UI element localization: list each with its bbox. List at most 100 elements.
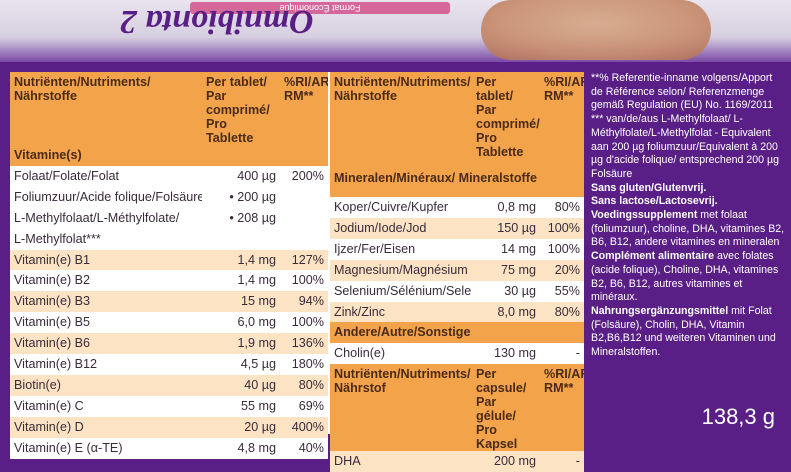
ri-percent: 80%	[540, 197, 584, 218]
ri-percent: 80%	[280, 374, 328, 396]
nutrient-name: Folaat/Folate/Folat	[10, 165, 202, 187]
amount: 130 mg	[472, 343, 540, 365]
nutrient-name: Selenium/Sélénium/Selen	[330, 280, 472, 302]
product-photo	[481, 0, 711, 60]
table-row: Vitamin(e) C 55 mg 69%	[10, 395, 328, 417]
description-nl: Voedingssupplement met folaat (foliumzuu…	[591, 209, 785, 249]
table-vitamins: Nutriënten/Nutriments/ Nährstoffe Per ta…	[10, 72, 328, 459]
ri-percent: 20%	[540, 259, 584, 281]
amount: 75 mg	[472, 259, 540, 281]
section-vitamins: Vitamine(s)	[10, 145, 328, 166]
nutrient-name: Vitamin(e) B12	[10, 354, 202, 375]
table-row: DHA 200 mg -	[330, 451, 584, 472]
nutrient-name: Biotin(e)	[10, 374, 202, 396]
nutrient-name: Jodium/Iode/Jod	[330, 217, 472, 239]
ri-note: **% Referentie-inname volgens/Apport de …	[591, 72, 774, 112]
ri-percent: 100%	[280, 270, 328, 292]
table-row: Vitamin(e) B12 4,5 µg 180%	[10, 354, 328, 375]
section-minerals: Mineralen/Minéraux/ Mineralstoffe	[330, 159, 584, 197]
lactose-free: Sans lactose/Lactosevrij.	[591, 195, 718, 208]
table-row: Koper/Cuivre/Kupfer 0,8 mg 80%	[330, 197, 584, 218]
table-row: Zink/Zinc 8,0 mg 80%	[330, 301, 584, 323]
nutrient-name: DHA	[330, 451, 472, 472]
amount: 15 mg	[202, 291, 280, 313]
table-row: L-Methylfolaat/L-Méthylfolate/• 208 µg	[10, 207, 328, 229]
box-top-strip: Format Économique Omnibionta 2	[0, 0, 791, 62]
amount: 40 µg	[202, 374, 280, 396]
table-row: Foliumzuur/Acide folique/Folsäure • 200 µ…	[10, 186, 328, 208]
amount: • 208 µg	[202, 207, 280, 229]
net-weight: 138,3 g	[701, 404, 775, 429]
col-per-tablet: Per tablet/ Par comprimé/ Pro Tablette	[472, 72, 540, 159]
col-nutrients: Nutriënten/Nutriments/ Nährstof	[330, 364, 472, 452]
table-row: Vitamin(e) B3 15 mg 94%	[10, 291, 328, 313]
table-row: Vitamin(e) D 20 µg 400%	[10, 416, 328, 438]
nutrient-name: Zink/Zinc	[330, 301, 472, 323]
capsule-header: Nutriënten/Nutriments/ Nährstof Per capsu…	[330, 364, 584, 452]
table-row: L-Methylfolat***	[10, 228, 328, 250]
col-nutrients: Nutriënten/Nutriments/ Nährstoffe	[10, 72, 202, 145]
table-header: Nutriënten/Nutriments/ Nährstoffe Per ta…	[10, 72, 328, 145]
ri-percent: 100%	[540, 217, 584, 239]
table-row: Magnesium/Magnésium 75 mg 20%	[330, 259, 584, 281]
section-row: Mineralen/Minéraux/ Mineralstoffe	[330, 159, 584, 197]
col-ri: %RI/AR/ RM**	[540, 364, 584, 452]
nutrient-name: Vitamin(e) E (α-TE)	[10, 437, 202, 459]
ri-percent	[280, 207, 328, 229]
nutrient-name: Cholin(e)	[330, 343, 472, 365]
col-ri: %RI/AR/ RM**	[540, 72, 584, 159]
ri-percent: 200%	[280, 165, 328, 187]
amount: 30 µg	[472, 280, 540, 302]
amount	[202, 228, 280, 250]
section-row: Vitamine(s)	[10, 145, 328, 166]
amount: 1,4 mg	[202, 270, 280, 292]
table-row: Vitamin(e) B2 1,4 mg 100%	[10, 270, 328, 292]
amount: 4,8 mg	[202, 437, 280, 459]
nutrition-panel: Nutriënten/Nutriments/ Nährstoffe Per ta…	[10, 72, 584, 472]
table-row: Selenium/Sélénium/Selen 30 µg 55%	[330, 280, 584, 302]
ri-percent: 69%	[280, 395, 328, 417]
nutrient-name: Ijzer/Fer/Eisen	[330, 238, 472, 260]
ri-percent: 136%	[280, 333, 328, 355]
table-row: Cholin(e) 130 mg -	[330, 343, 584, 365]
amount: 6,0 mg	[202, 312, 280, 334]
ri-percent: -	[540, 343, 584, 365]
nutrient-name: Vitamin(e) B3	[10, 291, 202, 313]
table-row: Biotin(e) 40 µg 80%	[10, 374, 328, 396]
ri-percent	[280, 228, 328, 250]
nutrient-name: Vitamin(e) B2	[10, 270, 202, 292]
amount: 0,8 mg	[472, 197, 540, 218]
nutrient-name: Foliumzuur/Acide folique/Folsäure	[10, 186, 202, 208]
ri-percent: 180%	[280, 354, 328, 375]
table-row: Jodium/Iode/Jod 150 µg 100%	[330, 217, 584, 239]
amount: 8,0 mg	[472, 301, 540, 323]
amount: 200 mg	[472, 451, 540, 472]
description-de: Nahrungsergänzungsmittel mit Folat (Fols…	[591, 304, 776, 359]
amount: 1,9 mg	[202, 333, 280, 355]
ri-percent: 127%	[280, 249, 328, 271]
table-row: Vitamin(e) E (α-TE) 4,8 mg 40%	[10, 437, 328, 459]
nutrient-name: L-Methylfolaat/L-Méthylfolate/	[10, 207, 202, 229]
table-row: Ijzer/Fer/Eisen 14 mg 100%	[330, 238, 584, 260]
description-fr: Complément alimentaire avec folates (aci…	[591, 250, 779, 304]
table-row: Vitamin(e) B1 1,4 mg 127%	[10, 249, 328, 271]
amount: • 200 µg	[202, 186, 280, 208]
ri-percent: 94%	[280, 291, 328, 313]
amount: 55 mg	[202, 395, 280, 417]
col-nutrients: Nutriënten/Nutriments/ Nährstoffe	[330, 72, 472, 159]
nutrient-name: Vitamin(e) B6	[10, 333, 202, 355]
table-row: Vitamin(e) B6 1,9 mg 136%	[10, 333, 328, 355]
col-per-tablet: Per tablet/ Par comprimé/ Pro Tablette	[202, 72, 280, 145]
amount: 20 µg	[202, 416, 280, 438]
amount: 150 µg	[472, 217, 540, 239]
ri-percent: 100%	[280, 312, 328, 334]
ri-percent	[280, 186, 328, 208]
nutrient-name: Vitamin(e) B5	[10, 312, 202, 334]
table-minerals: Nutriënten/Nutriments/ Nährstoffe Per ta…	[330, 72, 584, 472]
notes-column: **% Referentie-inname volgens/Apport de …	[591, 72, 787, 360]
ri-percent: 40%	[280, 437, 328, 459]
amount: 400 µg	[202, 165, 280, 187]
methylfolate-note: *** van/de/aus L-Methylfolaat/ L-Méthylf…	[591, 113, 779, 180]
gluten-free: Sans gluten/Glutenvrij.	[591, 181, 707, 194]
nutrient-name: L-Methylfolat***	[10, 228, 202, 250]
